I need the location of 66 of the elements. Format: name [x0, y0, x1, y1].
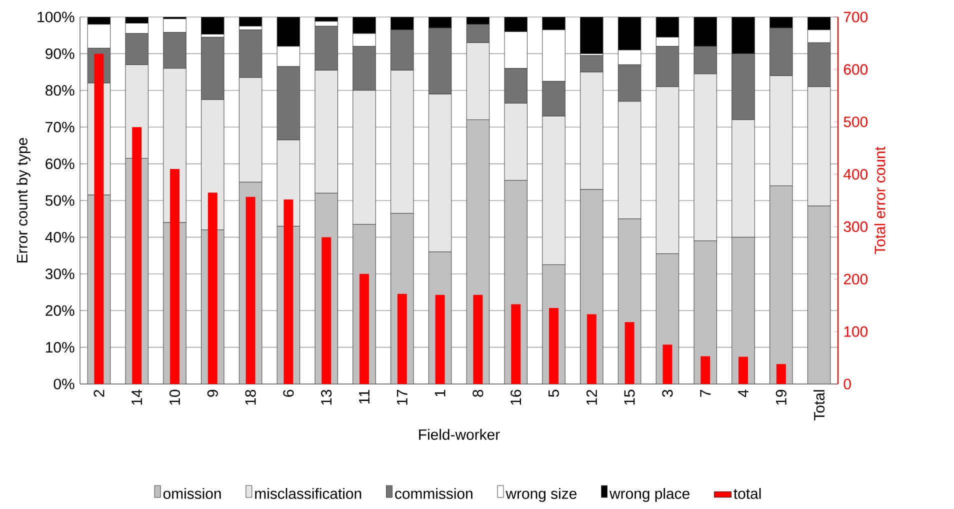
y2-tick-label: 700	[844, 12, 868, 22]
legend-label: wrong place	[610, 488, 690, 502]
y2-tick-label: 600	[844, 64, 868, 75]
y2-tick-label: 300	[844, 221, 868, 232]
y2-tick-label: 100	[844, 326, 868, 337]
bar	[694, 240, 717, 384]
bar	[586, 314, 596, 384]
bar	[732, 236, 755, 384]
y-axis-title: Error count by type	[16, 138, 30, 262]
bar	[473, 294, 483, 384]
bar	[776, 364, 786, 384]
y-tick-label: 50%	[46, 195, 74, 206]
legend-label: total	[734, 488, 761, 499]
x-tick-label: 10	[169, 390, 180, 405]
x-tick-label: 8	[472, 390, 484, 397]
x-tick-label: 1	[434, 390, 446, 396]
y-tick-label: 90%	[46, 48, 74, 59]
x-tick-label: 7	[700, 390, 710, 397]
x-tick-label: 17	[397, 390, 408, 405]
y-tick-label: 70%	[46, 122, 74, 132]
bar	[807, 206, 831, 384]
x-tick-label: 4	[738, 390, 748, 398]
bar	[360, 274, 369, 384]
x-tick-label: 5	[548, 390, 559, 397]
y2-axis-title: Total error count	[874, 146, 886, 254]
y-tick-label: 40%	[45, 232, 74, 242]
bar	[238, 16, 262, 26]
bar	[700, 356, 710, 384]
x-tick-label: 16	[510, 390, 522, 405]
y-tick-label: 60%	[46, 158, 74, 170]
y-tick-label: 20%	[46, 305, 74, 316]
y-tick-label: 80%	[46, 85, 74, 96]
x-tick-label: 19	[776, 390, 786, 405]
legend-label: omission	[163, 488, 221, 499]
x-tick-label: 18	[245, 390, 256, 405]
y-tick-label: 30%	[45, 268, 74, 280]
legend-label: wrong size	[506, 488, 576, 502]
x-axis-title: Field-worker	[419, 428, 500, 440]
legend-label: misclassification	[255, 488, 362, 499]
bar	[397, 294, 407, 384]
x-tick-label: Total	[814, 390, 825, 420]
y2-tick-label: 0	[844, 378, 851, 390]
x-tick-label: 15	[624, 390, 635, 405]
bar	[624, 322, 634, 384]
bar	[738, 356, 748, 384]
y-tick-label: 100%	[38, 12, 74, 22]
bar	[662, 344, 672, 384]
x-tick-label: 14	[132, 390, 142, 405]
y-tick-label: 0%	[54, 378, 74, 390]
x-tick-label: 13	[321, 390, 332, 405]
y2-tick-label: 200	[844, 274, 868, 284]
y-tick-label: 10%	[46, 342, 74, 353]
bar	[770, 186, 793, 384]
bar	[201, 16, 224, 34]
x-tick-label: 12	[586, 390, 597, 405]
bar	[511, 304, 521, 384]
bar	[435, 294, 445, 384]
x-tick-label: 2	[94, 390, 104, 397]
x-tick-label: 3	[662, 390, 673, 397]
legend-label: commission	[395, 488, 472, 499]
x-tick-label: 6	[283, 390, 294, 397]
x-tick-label: 9	[207, 390, 218, 397]
x-tick-label: 11	[359, 390, 370, 404]
y2-tick-label: 400	[844, 168, 868, 180]
y2-tick-label: 500	[844, 116, 868, 128]
bar	[549, 308, 558, 384]
